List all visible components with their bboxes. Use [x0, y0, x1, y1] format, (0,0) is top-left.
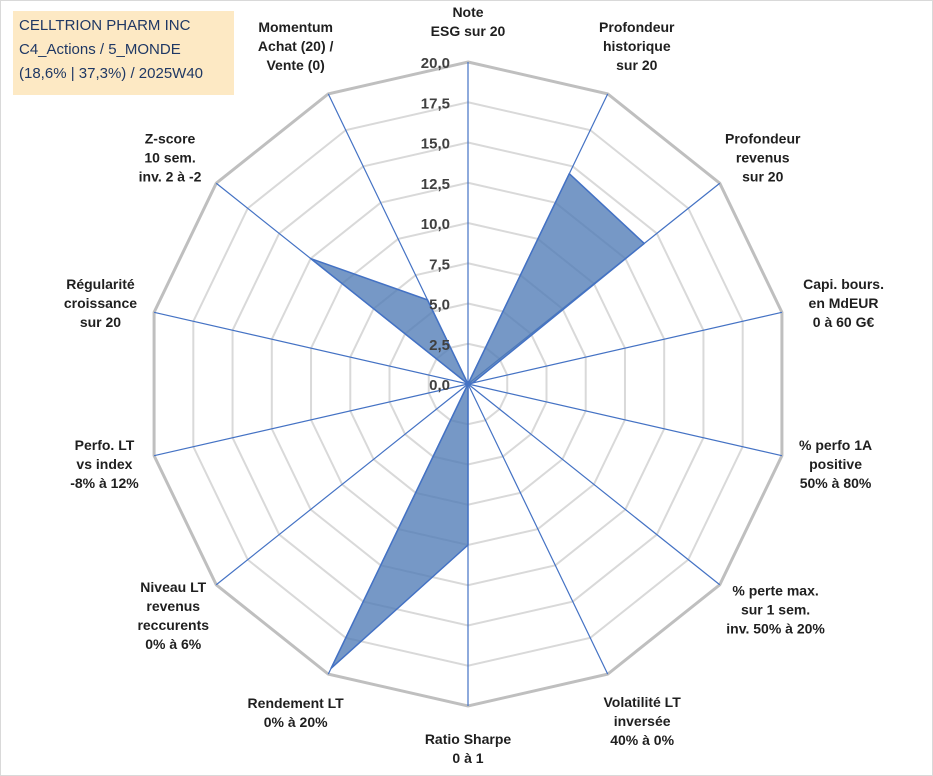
axis-label-1-line-0: Profondeur	[599, 19, 675, 35]
axis-label-12-line-1: 10 sem.	[144, 149, 195, 165]
axis-label-1-line-2: sur 20	[616, 57, 657, 73]
axis-label-6-line-0: Volatilité LT	[603, 694, 681, 710]
axis-label-11-line-1: croissance	[64, 295, 137, 311]
axis-labels: Note ESG sur 20 Profondeur historique sur 20…	[64, 4, 884, 766]
spoke-10	[153, 383, 469, 457]
axis-label-7-line-1: 0 à 1	[452, 750, 483, 766]
axis-label-12-line-2: inv. 2 à -2	[139, 168, 202, 184]
spoke-9	[215, 383, 469, 586]
axis-label-11: Régularité croissance sur 20	[64, 276, 137, 330]
axis-label-5-line-0: % perte max.	[732, 583, 818, 599]
axis-label-13-line-1: Achat (20) /	[258, 38, 334, 54]
axis-label-9-line-1: revenus	[146, 598, 200, 614]
axis-label-0-line-1: ESG sur 20	[431, 23, 506, 39]
axis-label-11-line-0: Régularité	[66, 276, 135, 292]
tick-label-3: 7,5	[429, 256, 450, 273]
axis-label-12-line-0: Z-score	[145, 130, 196, 146]
spoke-5	[467, 383, 721, 586]
tick-label-4: 10,0	[421, 216, 450, 233]
axis-label-4-line-2: 50% à 80%	[800, 475, 872, 491]
tick-label-6: 15,0	[421, 136, 450, 153]
axis-label-2-line-0: Profondeur	[725, 130, 801, 146]
spoke-3	[467, 311, 783, 385]
spoke-11	[153, 311, 469, 385]
radial-tick-labels: 0,0 2,5 5,0 7,5 10,0 12,5 15,0 17,5 20,0	[421, 55, 450, 394]
axis-label-3-line-1: en MdEUR	[809, 295, 879, 311]
info-box: CELLTRION PHARM INC C4_Actions / 5_MONDE…	[13, 11, 234, 95]
axis-label-5-line-1: sur 1 sem.	[741, 602, 810, 618]
axis-label-13-line-0: Momentum	[258, 19, 333, 35]
tick-label-1: 2,5	[429, 337, 450, 354]
series-area	[309, 172, 645, 670]
axis-label-9: Niveau LT revenus reccurents 0% à 6%	[137, 579, 209, 652]
axis-label-0-line-0: Note	[452, 4, 483, 20]
tick-label-5: 12,5	[421, 176, 450, 193]
axis-label-3-line-2: 0 à 60 G€	[813, 314, 875, 330]
axis-label-6-line-1: inversée	[614, 713, 671, 729]
axis-label-4-line-0: % perfo 1A	[799, 437, 872, 453]
info-stats: (18,6% | 37,3%) / 2025W40	[19, 65, 203, 82]
axis-label-6: Volatilité LT inversée 40% à 0%	[603, 694, 681, 748]
axis-label-12: Z-score 10 sem. inv. 2 à -2	[139, 130, 202, 184]
axis-label-11-line-2: sur 20	[80, 314, 121, 330]
spoke-6	[467, 383, 609, 675]
axis-label-7: Ratio Sharpe 0 à 1	[425, 731, 512, 766]
axis-label-2-line-2: sur 20	[742, 168, 783, 184]
axis-label-5: % perte max. sur 1 sem. inv. 50% à 20%	[726, 583, 825, 637]
axis-label-10: Perfo. LT vs index -8% à 12%	[70, 437, 139, 491]
tick-label-0: 0,0	[429, 377, 450, 394]
axis-label-5-line-2: inv. 50% à 20%	[726, 621, 825, 637]
info-company-name: CELLTRION PHARM INC	[19, 17, 191, 34]
axis-label-4: % perfo 1A positive 50% à 80%	[799, 437, 872, 491]
axis-label-2: Profondeur revenus sur 20	[725, 130, 801, 184]
axis-label-1-line-1: historique	[603, 38, 671, 54]
radar-series	[309, 172, 645, 670]
tick-label-2: 5,0	[429, 297, 450, 314]
axis-label-10-line-2: -8% à 12%	[70, 475, 139, 491]
axis-label-6-line-2: 40% à 0%	[610, 732, 674, 748]
axis-label-9-line-2: reccurents	[137, 617, 209, 633]
axis-label-2-line-1: revenus	[736, 149, 790, 165]
axis-label-3: Capi. bours. en MdEUR 0 à 60 G€	[803, 276, 884, 330]
axis-label-4-line-1: positive	[809, 456, 862, 472]
axis-label-8: Rendement LT 0% à 20%	[248, 695, 345, 730]
axis-label-0: Note ESG sur 20	[431, 4, 506, 39]
axis-label-8-line-0: Rendement LT	[248, 695, 345, 711]
axis-label-13: Momentum Achat (20) / Vente (0)	[258, 19, 334, 73]
tick-label-8: 20,0	[421, 55, 450, 72]
axis-label-7-line-0: Ratio Sharpe	[425, 731, 512, 747]
axis-label-1: Profondeur historique sur 20	[599, 19, 675, 73]
axis-label-10-line-1: vs index	[76, 456, 132, 472]
axis-label-3-line-0: Capi. bours.	[803, 276, 884, 292]
axis-label-9-line-3: 0% à 6%	[145, 636, 202, 652]
axis-label-13-line-2: Vente (0)	[266, 57, 324, 73]
info-category: C4_Actions / 5_MONDE	[19, 41, 181, 58]
axis-label-10-line-0: Perfo. LT	[75, 437, 135, 453]
axis-label-8-line-1: 0% à 20%	[264, 714, 328, 730]
tick-label-7: 17,5	[421, 95, 450, 112]
axis-label-9-line-0: Niveau LT	[140, 579, 206, 595]
spoke-4	[467, 383, 783, 457]
